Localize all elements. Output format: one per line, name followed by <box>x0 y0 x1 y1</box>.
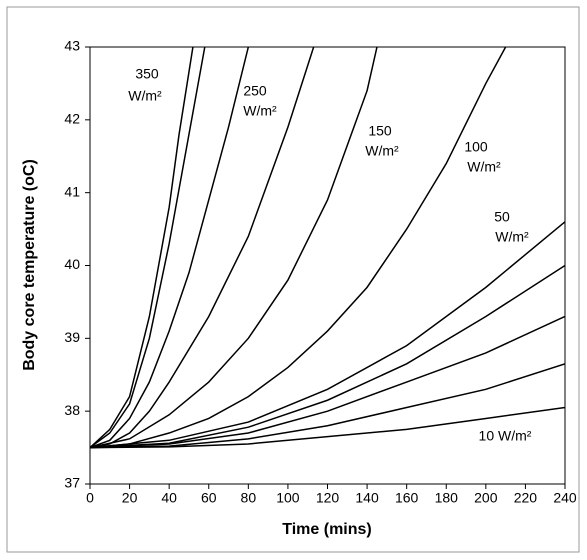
y-tick-label: 41 <box>64 183 80 199</box>
line <box>90 47 315 449</box>
annotation: 350 <box>135 66 159 82</box>
annotation: 150 <box>368 123 392 139</box>
line <box>90 47 507 449</box>
x-tick-label: 80 <box>241 490 257 506</box>
line <box>90 47 206 449</box>
y-tick-label: 39 <box>64 329 80 345</box>
y-tick-label: 43 <box>64 38 80 54</box>
x-tick-label: 200 <box>474 490 498 506</box>
x-tick-label: 220 <box>514 490 538 506</box>
x-tick-label: 60 <box>201 490 217 506</box>
y-axis-title: Body core temperature (oC) <box>21 159 38 371</box>
annotation: 250 <box>243 83 267 99</box>
y-tick-label: 38 <box>64 402 80 418</box>
y-tick-label: 37 <box>64 475 80 491</box>
x-tick-label: 0 <box>86 490 94 506</box>
x-tick-label: 180 <box>435 490 459 506</box>
annotation: W/m² <box>128 88 162 104</box>
line <box>90 221 565 449</box>
x-tick-label: 240 <box>553 490 577 506</box>
x-tick-label: 20 <box>122 490 138 506</box>
annotation: 100 <box>464 139 488 155</box>
line <box>90 406 565 449</box>
x-tick-label: 100 <box>276 490 300 506</box>
line <box>90 47 378 449</box>
x-tick-label: 40 <box>161 490 177 506</box>
line <box>90 47 250 449</box>
x-axis-title: Time (mins) <box>282 521 372 538</box>
annotation: 10 W/m² <box>479 428 532 444</box>
x-tick-label: 120 <box>316 490 340 506</box>
annotation: 50 <box>494 209 510 225</box>
x-tick-label: 160 <box>395 490 419 506</box>
x-tick-label: 140 <box>355 490 379 506</box>
annotation: W/m² <box>467 159 501 175</box>
annotation: W/m² <box>495 229 529 245</box>
line <box>90 315 565 449</box>
frame <box>6 6 580 553</box>
annotation: W/m² <box>243 103 277 119</box>
y-tick-label: 40 <box>64 256 80 272</box>
line <box>90 47 194 449</box>
y-tick-label: 42 <box>64 111 80 127</box>
annotation: W/m² <box>365 143 399 159</box>
